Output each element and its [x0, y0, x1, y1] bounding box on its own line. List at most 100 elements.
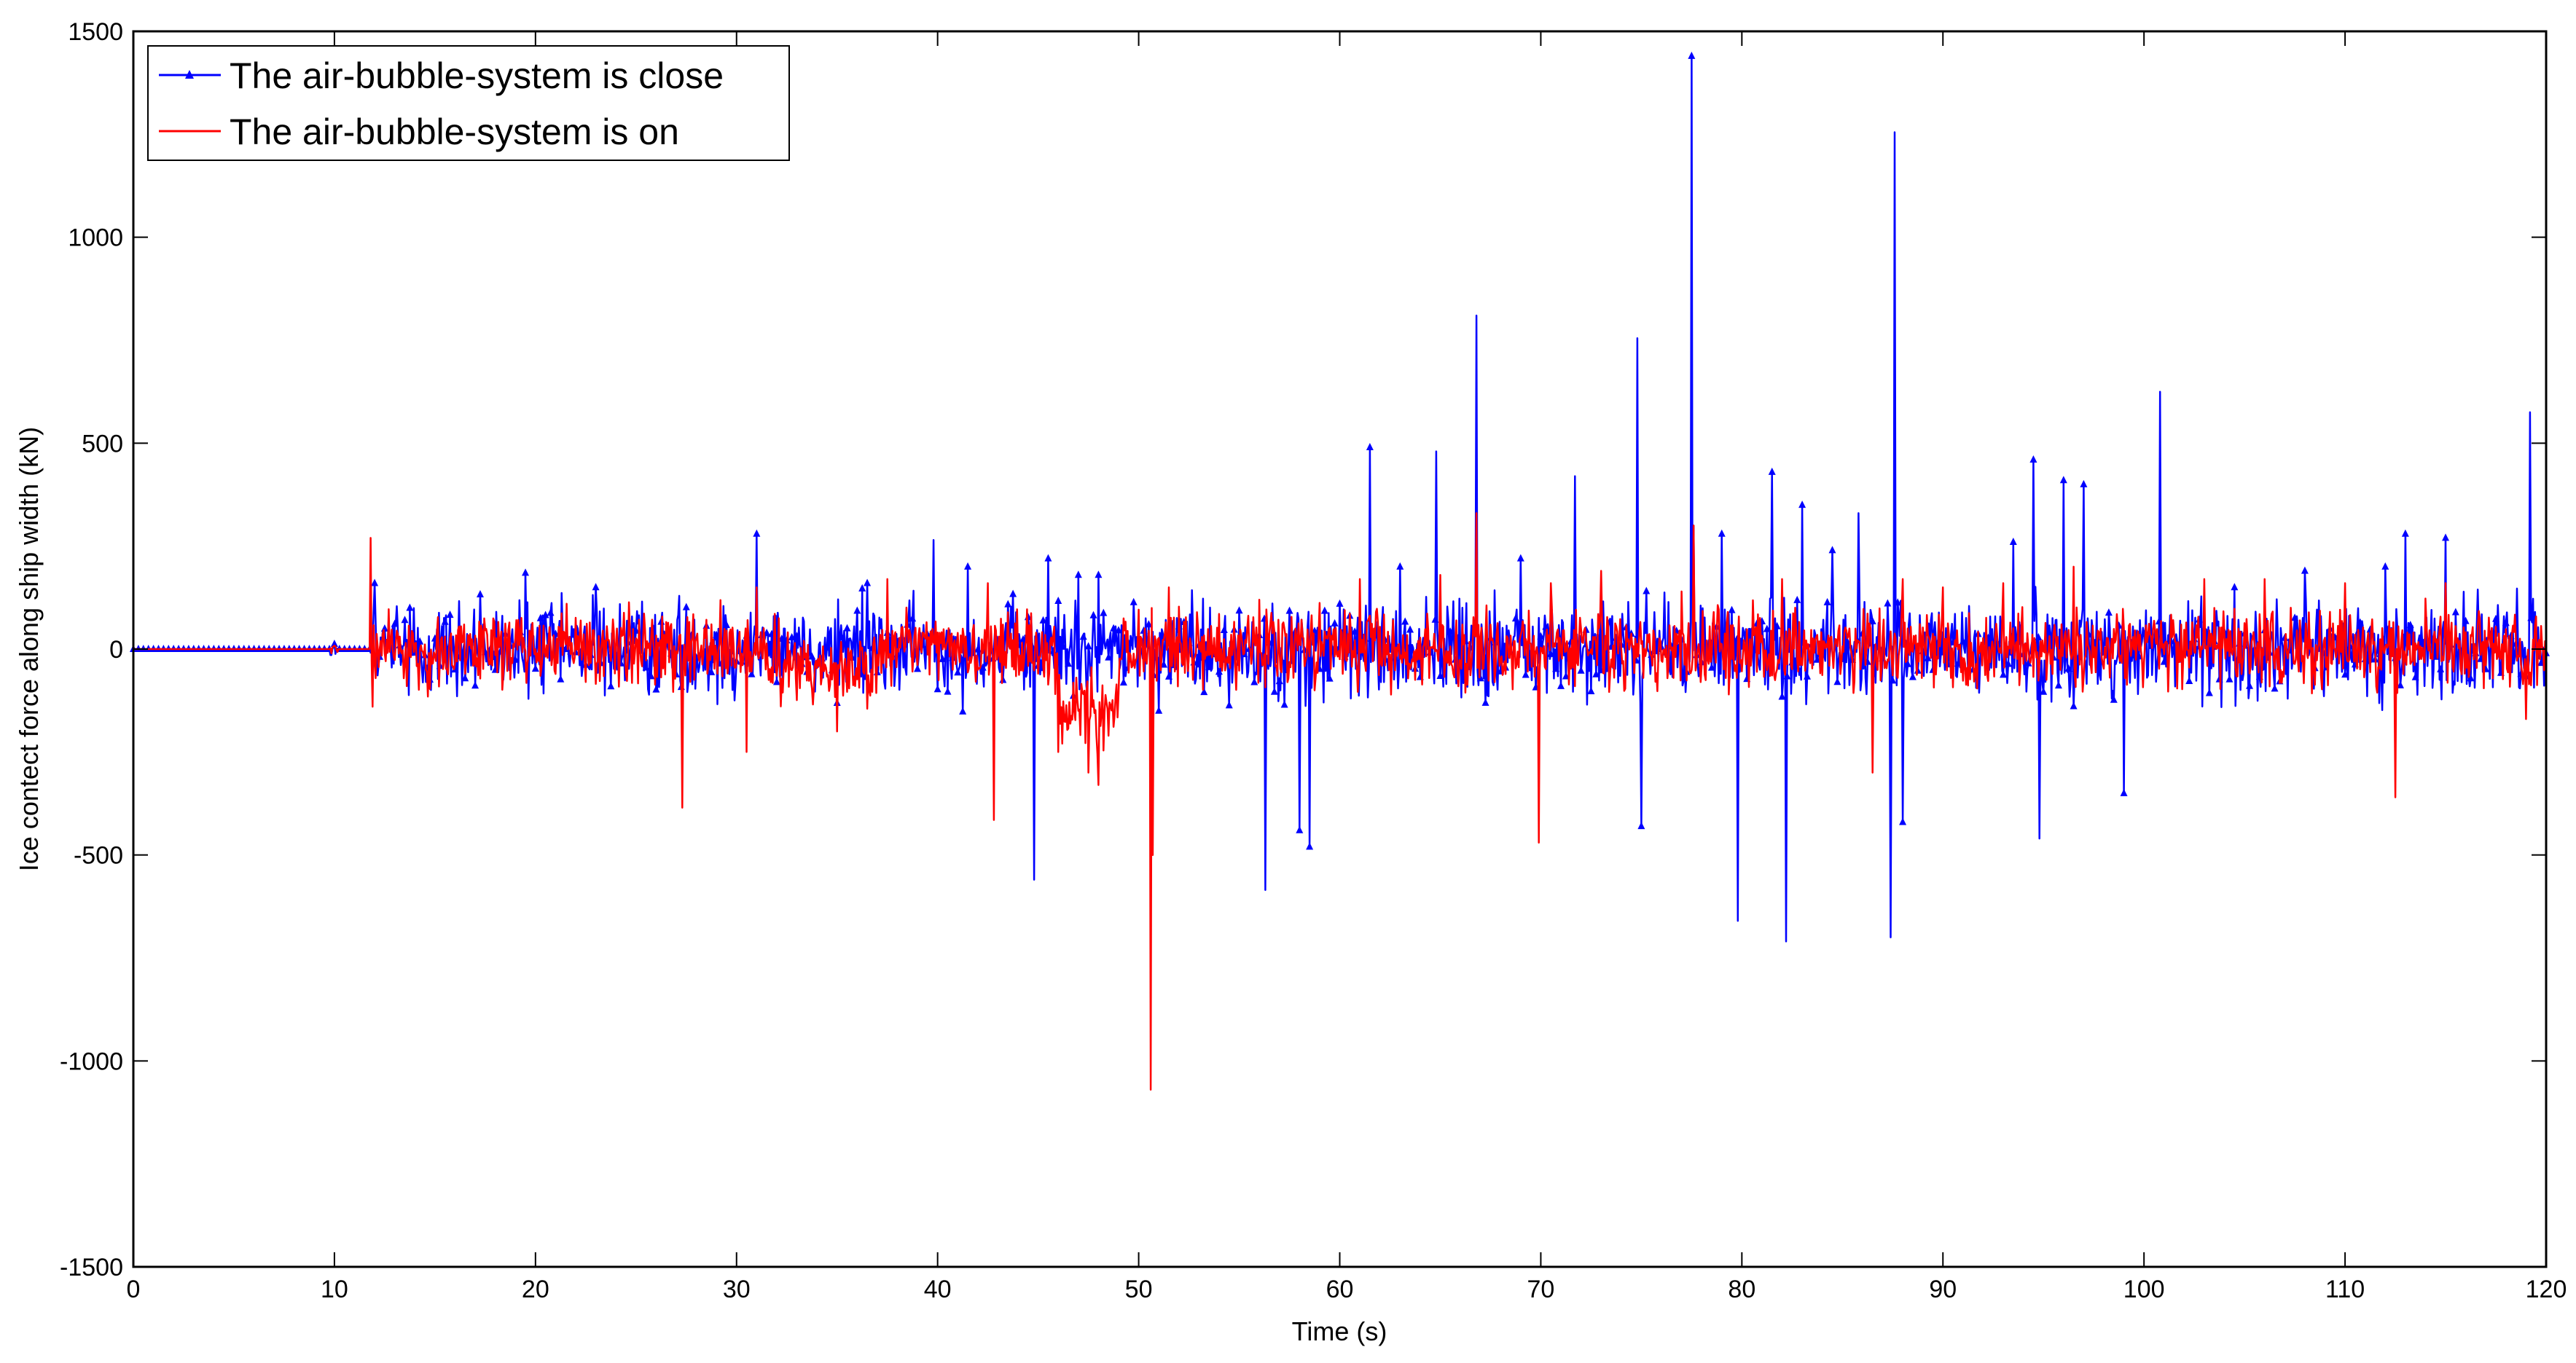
data-point-marker: [974, 645, 982, 653]
data-point-marker: [1592, 669, 1600, 677]
data-point-marker: [843, 624, 851, 632]
data-point-marker: [1763, 624, 1771, 632]
data-point-marker: [1903, 659, 1911, 667]
data-point-marker: [939, 654, 947, 662]
data-point-marker: [1130, 597, 1138, 605]
data-point-marker: [1114, 626, 1122, 634]
data-point-marker: [2070, 702, 2078, 710]
data-point-marker: [964, 562, 972, 570]
data-point-marker: [1783, 672, 1791, 680]
data-point-marker: [1270, 687, 1278, 695]
data-point-marker: [416, 637, 424, 645]
data-point-marker: [1119, 677, 1127, 686]
tick-layer: 0 10 20 30 40 50 60 70 80 90 100 110 120 -1500 -1000 -5…: [60, 18, 2567, 1303]
data-point-marker: [823, 643, 831, 651]
data-point-marker: [2246, 681, 2254, 689]
data-point-marker: [858, 584, 866, 592]
data-point-marker: [2442, 533, 2450, 541]
legend-box: [147, 45, 790, 161]
data-point-marker: [753, 529, 761, 537]
data-point-marker: [1225, 701, 1233, 709]
data-point-marker: [1065, 659, 1073, 667]
x-tick-label: 20: [522, 1276, 549, 1303]
data-point-marker: [2341, 670, 2349, 678]
data-point-marker: [1205, 662, 1213, 670]
data-point-marker: [1275, 677, 1283, 685]
data-point-marker: [451, 665, 459, 673]
x-tick-label: 40: [924, 1276, 952, 1303]
data-point-marker: [1868, 616, 1876, 624]
y-tick-label: -500: [74, 842, 123, 870]
x-tick-label: 60: [1326, 1276, 1354, 1303]
data-point-marker: [2225, 675, 2234, 683]
data-point-marker: [1793, 595, 1801, 603]
data-point-marker: [1079, 632, 1087, 640]
data-point-marker: [1004, 600, 1012, 608]
data-point-marker: [2205, 688, 2213, 696]
data-point-marker: [1522, 670, 1530, 678]
data-point-marker: [2492, 614, 2500, 622]
data-point-marker: [592, 583, 600, 591]
data-point-marker: [1562, 672, 1570, 680]
data-point-marker: [1220, 626, 1228, 634]
x-tick-label: 100: [2123, 1276, 2165, 1303]
data-point-marker: [1728, 605, 1736, 613]
data-point-marker: [1643, 586, 1651, 594]
data-point-marker: [1366, 442, 1374, 450]
data-point-marker: [1095, 570, 1103, 578]
x-tick-label: 110: [2325, 1276, 2365, 1303]
data-point-marker: [1823, 597, 1831, 605]
data-point-marker: [2064, 664, 2072, 672]
data-point-marker: [1009, 589, 1017, 597]
data-point-marker: [1959, 637, 1967, 645]
data-point-marker: [2437, 664, 2445, 672]
data-point-marker: [1044, 554, 1052, 562]
data-point-marker: [708, 667, 716, 675]
data-point-marker: [713, 630, 721, 638]
data-point-marker: [1476, 674, 1484, 682]
series-line-on: [133, 512, 2548, 1091]
data-point-marker: [1798, 500, 1806, 508]
data-point-marker: [979, 663, 987, 671]
data-point-marker: [1060, 642, 1068, 650]
data-point-marker: [1768, 467, 1776, 475]
y-axis-label: Ice contect force along ship width (kN): [14, 427, 44, 871]
data-point-marker: [2502, 618, 2510, 626]
legend-label-close: The air-bubble-system is close: [230, 55, 724, 96]
data-point-marker: [541, 610, 549, 618]
data-point-marker: [1280, 700, 1288, 708]
data-point-marker: [959, 707, 967, 715]
data-point-marker: [2291, 613, 2299, 621]
x-tick-label: 30: [723, 1276, 751, 1303]
data-point-marker: [531, 664, 539, 672]
data-point-marker: [1688, 51, 1696, 59]
data-point-marker: [909, 614, 917, 622]
data-point-marker: [2462, 616, 2470, 624]
data-point-marker: [391, 619, 399, 627]
y-tick-label: -1000: [60, 1048, 123, 1075]
data-point-marker: [1707, 663, 1715, 671]
data-point-marker: [1160, 660, 1168, 668]
y-tick-label: 0: [109, 636, 123, 664]
data-point-marker: [1446, 627, 1455, 635]
data-point-marker: [1557, 681, 1565, 689]
data-point-marker: [2527, 613, 2535, 621]
data-point-marker: [562, 645, 570, 653]
x-tick-label: 70: [1527, 1276, 1555, 1303]
data-point-marker: [1778, 692, 1786, 700]
data-point-marker: [371, 578, 379, 586]
x-tick-label: 50: [1125, 1276, 1153, 1303]
data-point-marker: [1406, 625, 1414, 633]
y-tick-label: 1000: [68, 224, 123, 252]
data-point-marker: [2110, 695, 2118, 703]
data-point-marker: [2396, 680, 2404, 688]
data-point-marker: [1039, 616, 1047, 624]
data-point-marker: [2035, 633, 2043, 641]
data-point-marker: [1908, 672, 1917, 680]
data-point-marker: [793, 632, 801, 640]
data-point-marker: [1884, 599, 1892, 607]
data-point-marker: [1235, 606, 1243, 614]
series-layer: [130, 51, 2550, 1091]
data-point-marker: [1074, 570, 1082, 578]
data-point-marker: [2301, 566, 2309, 574]
